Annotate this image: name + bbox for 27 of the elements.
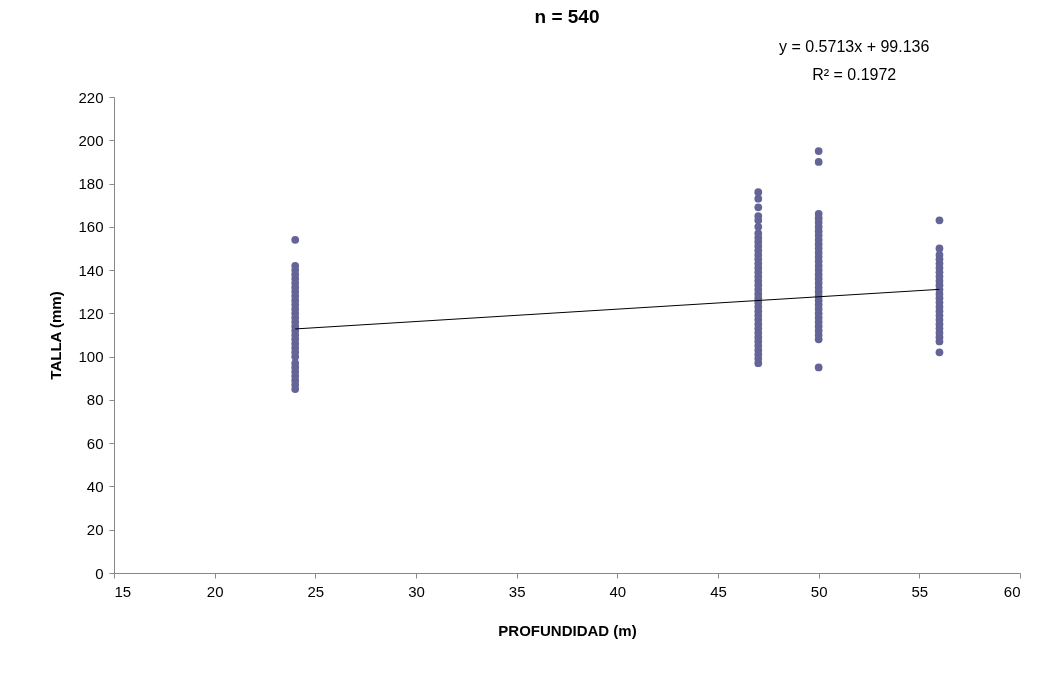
x-tick-label: 60 bbox=[1003, 582, 1021, 600]
x-tick-label: 25 bbox=[307, 582, 325, 600]
x-tick-label: 45 bbox=[710, 582, 727, 600]
y-tick-label: 220 bbox=[78, 88, 104, 106]
y-tick-label: 40 bbox=[86, 477, 104, 495]
y-tick-label: 20 bbox=[86, 521, 104, 539]
x-axis-title: PROFUNDIDAD (m) bbox=[498, 621, 637, 639]
x-tick-label: 50 bbox=[810, 582, 828, 600]
y-tick-label: 140 bbox=[78, 261, 104, 279]
y-tick-label: 160 bbox=[78, 218, 104, 236]
x-tick-label: 20 bbox=[206, 582, 224, 600]
y-tick-label: 200 bbox=[78, 131, 104, 149]
x-tick-label: 35 bbox=[508, 582, 526, 600]
y-tick-label: 180 bbox=[78, 175, 104, 193]
x-tick-label: 30 bbox=[408, 582, 425, 600]
y-tick-label: 80 bbox=[86, 391, 104, 409]
x-tick-label: 15 bbox=[114, 582, 132, 600]
chart-title: n = 540 bbox=[534, 6, 600, 27]
x-tick-label: 55 bbox=[911, 582, 929, 600]
x-tick-label: 40 bbox=[609, 582, 627, 600]
text: y = 0.5713x + 99.136 bbox=[779, 38, 930, 55]
y-tick-label: 0 bbox=[95, 564, 104, 582]
y-tick-label: 60 bbox=[86, 434, 104, 452]
y-tick-label: 120 bbox=[78, 304, 104, 322]
y-tick-label: 100 bbox=[78, 348, 104, 366]
text: R² = 0.1972 bbox=[812, 66, 897, 83]
y-axis-title: TALLA (mm) bbox=[47, 291, 65, 380]
